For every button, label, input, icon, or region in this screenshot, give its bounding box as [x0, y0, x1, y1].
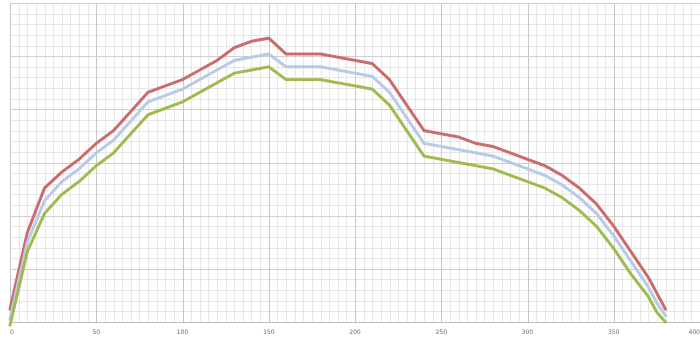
series-line-1	[8, 36, 667, 311]
x-tick-label: 50	[92, 329, 100, 336]
x-tick-label: 100	[177, 329, 189, 336]
series-line-3	[8, 65, 667, 327]
x-tick-label: 400	[689, 329, 700, 336]
x-tick-label: 0	[10, 329, 14, 336]
x-tick-labels: 0 50 100 150 200 250 300 350 400	[10, 329, 700, 336]
x-tick-label: 350	[608, 329, 620, 336]
series-line-2	[8, 52, 667, 321]
x-tick-label: 200	[349, 329, 361, 336]
x-tick-label: 150	[263, 329, 275, 336]
x-tick-label: 300	[522, 329, 534, 336]
series-layer	[8, 36, 667, 327]
major-grid	[10, 3, 700, 323]
x-tick-label: 250	[436, 329, 448, 336]
